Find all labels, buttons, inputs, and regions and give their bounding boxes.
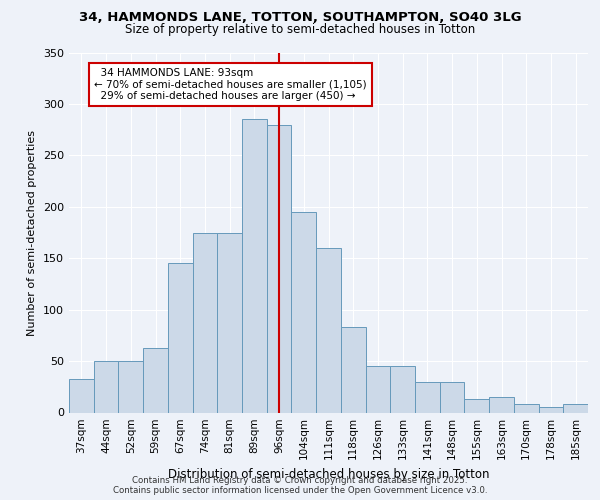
Bar — [415, 382, 440, 412]
X-axis label: Distribution of semi-detached houses by size in Totton: Distribution of semi-detached houses by … — [168, 468, 489, 481]
Text: 34 HAMMONDS LANE: 93sqm
← 70% of semi-detached houses are smaller (1,105)
  29% : 34 HAMMONDS LANE: 93sqm ← 70% of semi-de… — [94, 68, 367, 101]
Bar — [563, 404, 588, 412]
Text: Size of property relative to semi-detached houses in Totton: Size of property relative to semi-detach… — [125, 22, 475, 36]
Bar — [267, 124, 292, 412]
Text: 34, HAMMONDS LANE, TOTTON, SOUTHAMPTON, SO40 3LG: 34, HAMMONDS LANE, TOTTON, SOUTHAMPTON, … — [79, 11, 521, 24]
Bar — [69, 378, 94, 412]
Bar — [316, 248, 341, 412]
Bar — [365, 366, 390, 412]
Bar — [489, 397, 514, 412]
Bar — [514, 404, 539, 412]
Bar — [292, 212, 316, 412]
Bar — [217, 232, 242, 412]
Text: Contains HM Land Registry data © Crown copyright and database right 2025.
Contai: Contains HM Land Registry data © Crown c… — [113, 476, 487, 495]
Bar — [242, 120, 267, 412]
Bar — [143, 348, 168, 412]
Bar — [193, 232, 217, 412]
Bar — [464, 399, 489, 412]
Bar — [118, 361, 143, 412]
Bar — [94, 361, 118, 412]
Bar — [341, 327, 365, 412]
Bar — [539, 408, 563, 412]
Bar — [390, 366, 415, 412]
Y-axis label: Number of semi-detached properties: Number of semi-detached properties — [28, 130, 37, 336]
Bar — [440, 382, 464, 412]
Bar — [168, 264, 193, 412]
